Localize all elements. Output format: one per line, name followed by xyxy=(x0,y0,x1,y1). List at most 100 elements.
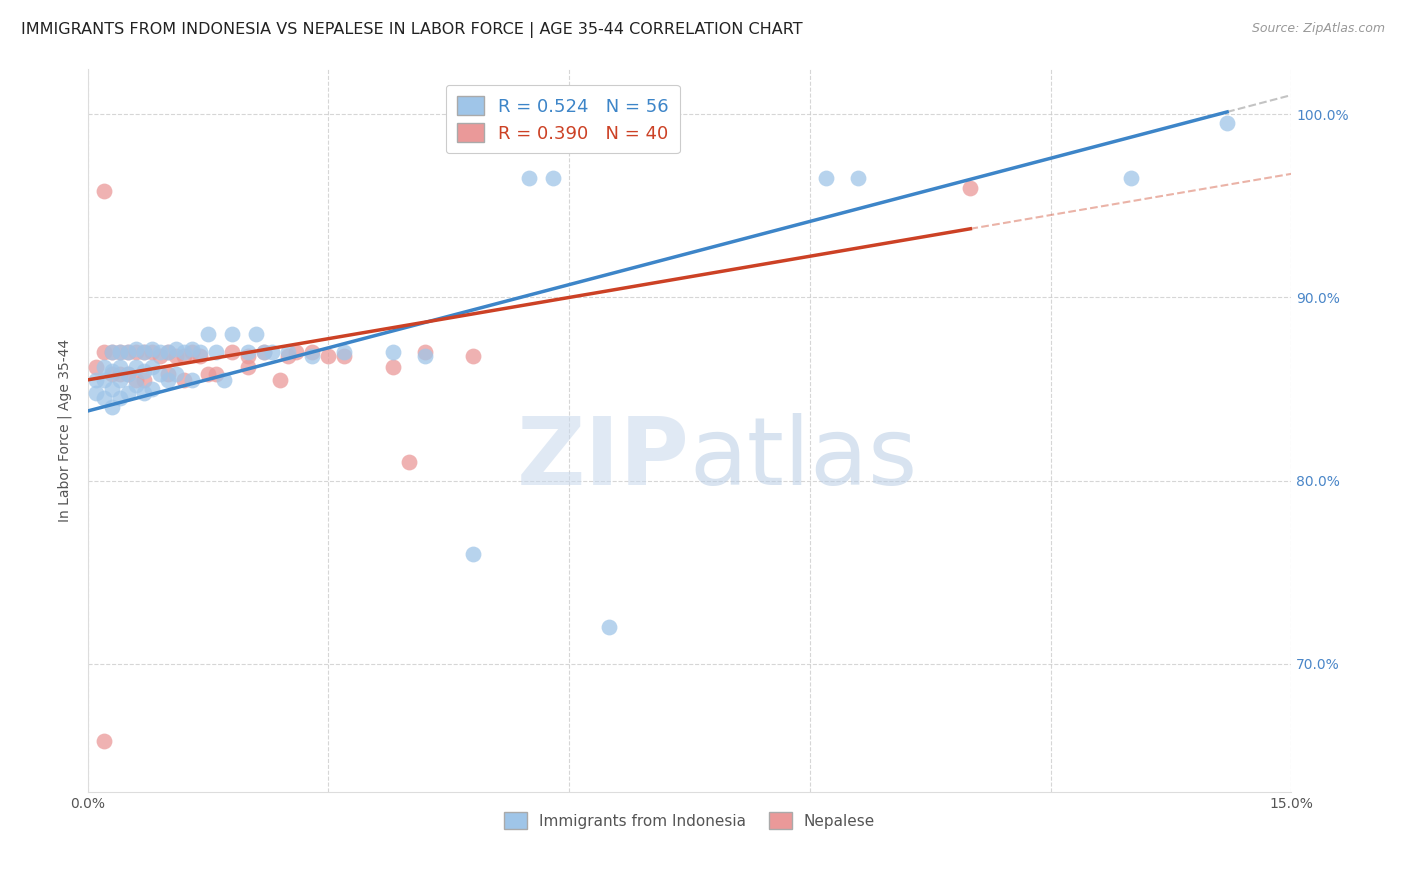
Point xyxy=(100,364,122,378)
Point xyxy=(846,171,869,186)
Point xyxy=(253,345,276,359)
Point xyxy=(132,385,155,400)
Point xyxy=(156,373,179,387)
Point xyxy=(959,180,981,194)
Point xyxy=(100,382,122,396)
Point xyxy=(149,345,172,359)
Point xyxy=(156,345,179,359)
Point xyxy=(205,368,228,382)
Point xyxy=(381,345,404,359)
Point xyxy=(1216,116,1239,130)
Point xyxy=(173,349,195,363)
Point xyxy=(108,391,131,405)
Point xyxy=(132,345,155,359)
Point xyxy=(517,171,540,186)
Point xyxy=(205,345,228,359)
Point xyxy=(141,342,163,356)
Point xyxy=(173,345,195,359)
Point xyxy=(93,391,115,405)
Point xyxy=(125,342,148,356)
Point xyxy=(108,373,131,387)
Point xyxy=(100,345,122,359)
Point xyxy=(141,345,163,359)
Point xyxy=(117,368,139,382)
Text: IMMIGRANTS FROM INDONESIA VS NEPALESE IN LABOR FORCE | AGE 35-44 CORRELATION CHA: IMMIGRANTS FROM INDONESIA VS NEPALESE IN… xyxy=(21,22,803,38)
Point xyxy=(277,345,299,359)
Point xyxy=(461,349,484,363)
Point xyxy=(156,345,179,359)
Point xyxy=(197,368,219,382)
Point xyxy=(93,733,115,747)
Point xyxy=(398,455,420,469)
Point xyxy=(117,345,139,359)
Point xyxy=(461,547,484,561)
Point xyxy=(236,345,259,359)
Point xyxy=(149,368,172,382)
Point xyxy=(413,349,436,363)
Point xyxy=(165,368,187,382)
Point xyxy=(93,345,115,359)
Point xyxy=(93,184,115,198)
Point xyxy=(125,359,148,374)
Point xyxy=(814,171,837,186)
Point xyxy=(149,349,172,363)
Point xyxy=(236,349,259,363)
Point xyxy=(221,327,243,342)
Point xyxy=(188,349,211,363)
Point xyxy=(197,327,219,342)
Point xyxy=(269,373,291,387)
Point xyxy=(333,349,356,363)
Legend: Immigrants from Indonesia, Nepalese: Immigrants from Indonesia, Nepalese xyxy=(498,806,882,835)
Point xyxy=(541,171,564,186)
Point xyxy=(156,368,179,382)
Point xyxy=(598,620,620,634)
Point xyxy=(100,401,122,415)
Y-axis label: In Labor Force | Age 35-44: In Labor Force | Age 35-44 xyxy=(58,339,72,522)
Point xyxy=(333,345,356,359)
Point xyxy=(84,359,107,374)
Point xyxy=(236,359,259,374)
Point xyxy=(1119,171,1142,186)
Text: Source: ZipAtlas.com: Source: ZipAtlas.com xyxy=(1251,22,1385,36)
Point xyxy=(165,342,187,356)
Point xyxy=(181,373,204,387)
Point xyxy=(285,345,308,359)
Point xyxy=(253,345,276,359)
Point xyxy=(108,359,131,374)
Point xyxy=(125,373,148,387)
Point xyxy=(84,373,107,387)
Point xyxy=(141,382,163,396)
Point xyxy=(262,345,284,359)
Point xyxy=(108,368,131,382)
Point xyxy=(125,345,148,359)
Point xyxy=(108,345,131,359)
Point xyxy=(181,345,204,359)
Point xyxy=(93,373,115,387)
Point xyxy=(301,349,323,363)
Point xyxy=(125,378,148,392)
Point xyxy=(117,345,139,359)
Point xyxy=(221,345,243,359)
Point xyxy=(100,345,122,359)
Point xyxy=(100,368,122,382)
Point xyxy=(93,359,115,374)
Point xyxy=(117,368,139,382)
Point xyxy=(132,373,155,387)
Point xyxy=(212,373,235,387)
Point xyxy=(381,359,404,374)
Point xyxy=(181,342,204,356)
Point xyxy=(117,385,139,400)
Point xyxy=(141,359,163,374)
Point xyxy=(188,345,211,359)
Point xyxy=(318,349,340,363)
Point xyxy=(245,327,267,342)
Point xyxy=(173,373,195,387)
Point xyxy=(132,345,155,359)
Point xyxy=(84,385,107,400)
Point xyxy=(413,345,436,359)
Point xyxy=(132,364,155,378)
Point xyxy=(277,349,299,363)
Point xyxy=(301,345,323,359)
Point xyxy=(108,345,131,359)
Text: atlas: atlas xyxy=(689,413,918,505)
